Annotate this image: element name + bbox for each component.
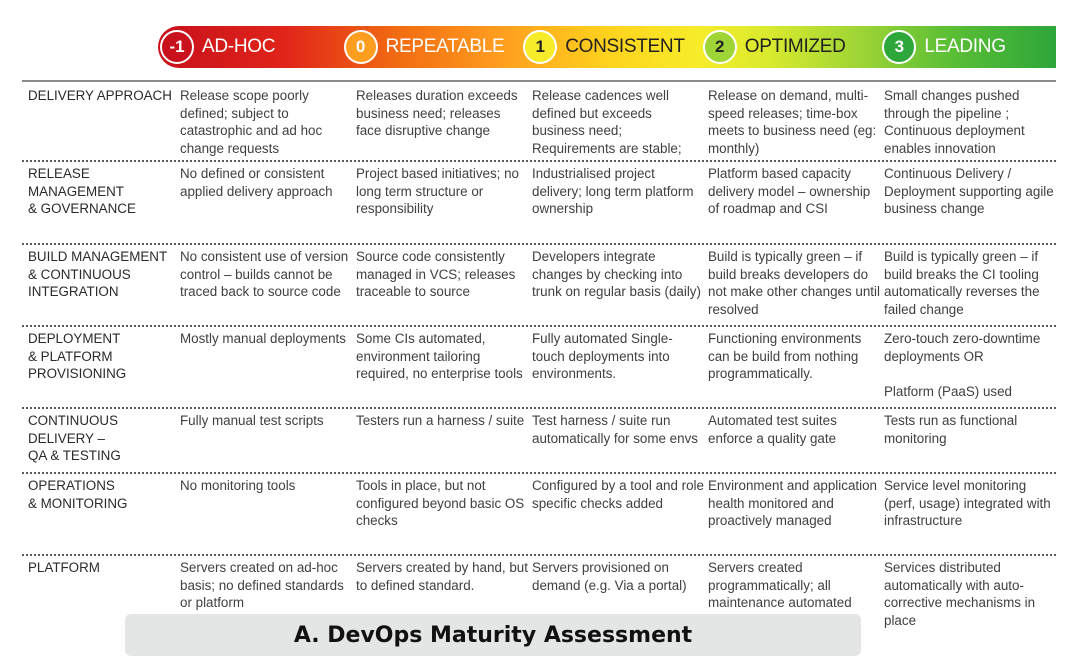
cell-repeatable: Releases duration exceeds business need;… bbox=[356, 88, 518, 138]
cell-repeatable: Testers run a harness / suite bbox=[356, 413, 525, 428]
level-adhoc: -1 AD-HOC bbox=[158, 26, 338, 68]
cell-optimized: Functioning environments can be build fr… bbox=[708, 331, 862, 381]
cell-adhoc: Fully manual test scripts bbox=[180, 413, 324, 428]
cell-optimized: Build is typically green – if build brea… bbox=[708, 249, 880, 317]
cell-consistent: Servers provisioned on demand (e.g. Via … bbox=[532, 560, 687, 593]
cell-leading: Tests run as functional monitoring bbox=[884, 413, 1018, 446]
cell-adhoc: Release scope poorly defined; subject to… bbox=[180, 88, 323, 156]
cell-consistent: Developers integrate changes by checking… bbox=[532, 249, 701, 299]
cell-consistent: Test harness / suite run automatically f… bbox=[532, 413, 698, 446]
level-consistent: 1 CONSISTENT bbox=[517, 26, 697, 68]
figure-caption: A. DevOps Maturity Assessment bbox=[125, 614, 861, 656]
table-row: CONTINUOUS DELIVERY – QA & TESTING Fully… bbox=[22, 409, 1056, 474]
cell-consistent: Industrialised project delivery; long te… bbox=[532, 166, 694, 216]
level-optimized: 2 OPTIMIZED bbox=[697, 26, 877, 68]
cell-optimized: Environment and application health monit… bbox=[708, 478, 877, 528]
cell-consistent: Release cadences well defined but exceed… bbox=[532, 88, 682, 156]
maturity-level-banner: -1 AD-HOC 0 REPEATABLE 1 CONSISTENT 2 OP… bbox=[158, 26, 1056, 68]
level-label: LEADING bbox=[924, 36, 1006, 57]
cell-leading: Continuous Delivery / Deployment support… bbox=[884, 166, 1054, 216]
table-row: RELEASE MANAGEMENT & GOVERNANCE No defin… bbox=[22, 162, 1056, 245]
cell-repeatable: Some CIs automated, environment tailorin… bbox=[356, 331, 523, 381]
cell-repeatable: Source code consistently managed in VCS;… bbox=[356, 249, 516, 299]
table-row: DEPLOYMENT & PLATFORM PROVISIONING Mostl… bbox=[22, 327, 1056, 409]
level-label: CONSISTENT bbox=[565, 36, 685, 57]
level-number-badge: 1 bbox=[523, 30, 558, 64]
table-row: BUILD MANAGEMENT & CONTINUOUS INTEGRATIO… bbox=[22, 245, 1056, 327]
cell-adhoc: No defined or consistent applied deliver… bbox=[180, 166, 333, 199]
level-number-badge: -1 bbox=[160, 30, 194, 64]
row-category: PLATFORM bbox=[28, 560, 100, 575]
level-repeatable: 0 REPEATABLE bbox=[338, 26, 518, 68]
cell-adhoc: No monitoring tools bbox=[180, 478, 296, 493]
cell-optimized: Release on demand, multi-speed releases;… bbox=[708, 88, 877, 156]
level-label: REPEATABLE bbox=[385, 36, 505, 57]
row-category: OPERATIONS & MONITORING bbox=[28, 478, 128, 511]
level-leading: 3 LEADING bbox=[876, 26, 1056, 68]
assessment-table: DELIVERY APPROACH Release scope poorly d… bbox=[22, 84, 1056, 636]
level-label: AD-HOC bbox=[202, 36, 276, 57]
table-row: OPERATIONS & MONITORING No monitoring to… bbox=[22, 474, 1056, 556]
level-label: OPTIMIZED bbox=[744, 36, 846, 57]
table-row: DELIVERY APPROACH Release scope poorly d… bbox=[22, 84, 1056, 162]
cell-repeatable: Project based initiatives; no long term … bbox=[356, 166, 520, 216]
level-number-badge: 3 bbox=[882, 30, 917, 64]
row-category: DELIVERY APPROACH bbox=[28, 88, 172, 103]
table-top-rule bbox=[22, 80, 1056, 82]
cell-leading: Service level monitoring (perf, usage) i… bbox=[884, 478, 1051, 528]
cell-leading: Services distributed automatically with … bbox=[884, 560, 1036, 628]
row-category: DEPLOYMENT & PLATFORM PROVISIONING bbox=[28, 331, 127, 381]
level-number-badge: 2 bbox=[702, 30, 737, 64]
row-category: BUILD MANAGEMENT & CONTINUOUS INTEGRATIO… bbox=[28, 249, 168, 299]
row-category: CONTINUOUS DELIVERY – QA & TESTING bbox=[28, 413, 121, 463]
cell-optimized: Automated test suites enforce a quality … bbox=[708, 413, 837, 446]
cell-leading: Small changes pushed through the pipelin… bbox=[884, 88, 1025, 156]
cell-repeatable: Servers created by hand, but to defined … bbox=[356, 560, 528, 593]
cell-repeatable: Tools in place, but not configured beyon… bbox=[356, 478, 525, 528]
table-row: PLATFORM Servers created on ad-hoc basis… bbox=[22, 556, 1056, 636]
cell-optimized: Servers created programmatically; all ma… bbox=[708, 560, 852, 610]
cell-leading: Zero-touch zero-downtime deployments OR … bbox=[884, 331, 1041, 399]
level-number-badge: 0 bbox=[343, 30, 378, 64]
cell-consistent: Fully automated Single-touch deployments… bbox=[532, 331, 673, 381]
row-category: RELEASE MANAGEMENT & GOVERNANCE bbox=[28, 166, 136, 216]
cell-adhoc: No consistent use of version control – b… bbox=[180, 249, 349, 299]
cell-leading: Build is typically green – if build brea… bbox=[884, 249, 1040, 317]
cell-adhoc: Mostly manual deployments bbox=[180, 331, 346, 346]
cell-adhoc: Servers created on ad-hoc basis; no defi… bbox=[180, 560, 344, 610]
cell-optimized: Platform based capacity delivery model –… bbox=[708, 166, 871, 216]
cell-consistent: Configured by a tool and role specific c… bbox=[532, 478, 704, 511]
